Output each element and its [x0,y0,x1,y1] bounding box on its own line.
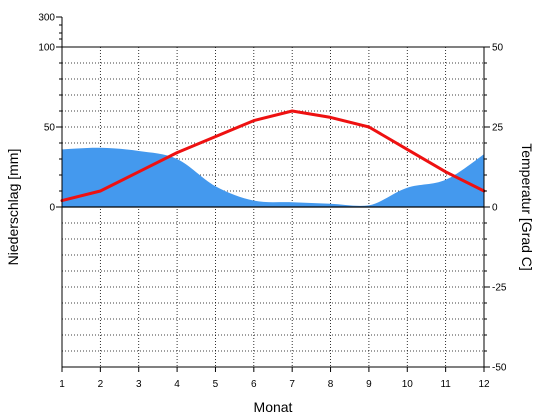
precipitation-area-layer [62,147,484,207]
temperature-line [60,109,486,203]
x-axis-tick-label: 2 [98,379,104,390]
left-axis-tick-label: 50 [44,123,56,134]
left-axis-tick-label: 0 [49,203,55,214]
temperature-line-layer [60,109,486,203]
right-axis-tick-label: -25 [492,283,507,294]
right-axis-tick-label: 50 [492,43,504,54]
right-axis-tick-label: 0 [492,203,498,214]
x-axis-tick-label: 12 [478,379,490,390]
precipitation-area [62,147,484,207]
right-axis-tick-label: -50 [492,363,507,374]
right-axis-title: Temperatur [Grad C] [519,143,535,271]
right-axis-tick-label: 25 [492,123,504,134]
x-axis-tick-label: 9 [366,379,372,390]
left-axis-title: Niederschlag [mm] [5,149,21,266]
x-axis-tick-label: 1 [59,379,65,390]
left-axis-tick-label: 100 [38,43,55,54]
x-axis-tick-label: 11 [440,379,451,390]
x-axis-title: Monat [254,399,293,415]
x-axis-tick-label: 8 [328,379,334,390]
x-axis-tick-label: 7 [289,379,295,390]
x-axis-tick-label: 10 [402,379,414,390]
x-axis-tick-label: 6 [251,379,257,390]
x-axis-tick-label: 5 [213,379,219,390]
x-axis-tick-label: 3 [136,379,142,390]
axes [56,16,490,372]
x-axis-tick-label: 4 [174,379,180,390]
left-axis-tick-label: 300 [38,13,55,24]
